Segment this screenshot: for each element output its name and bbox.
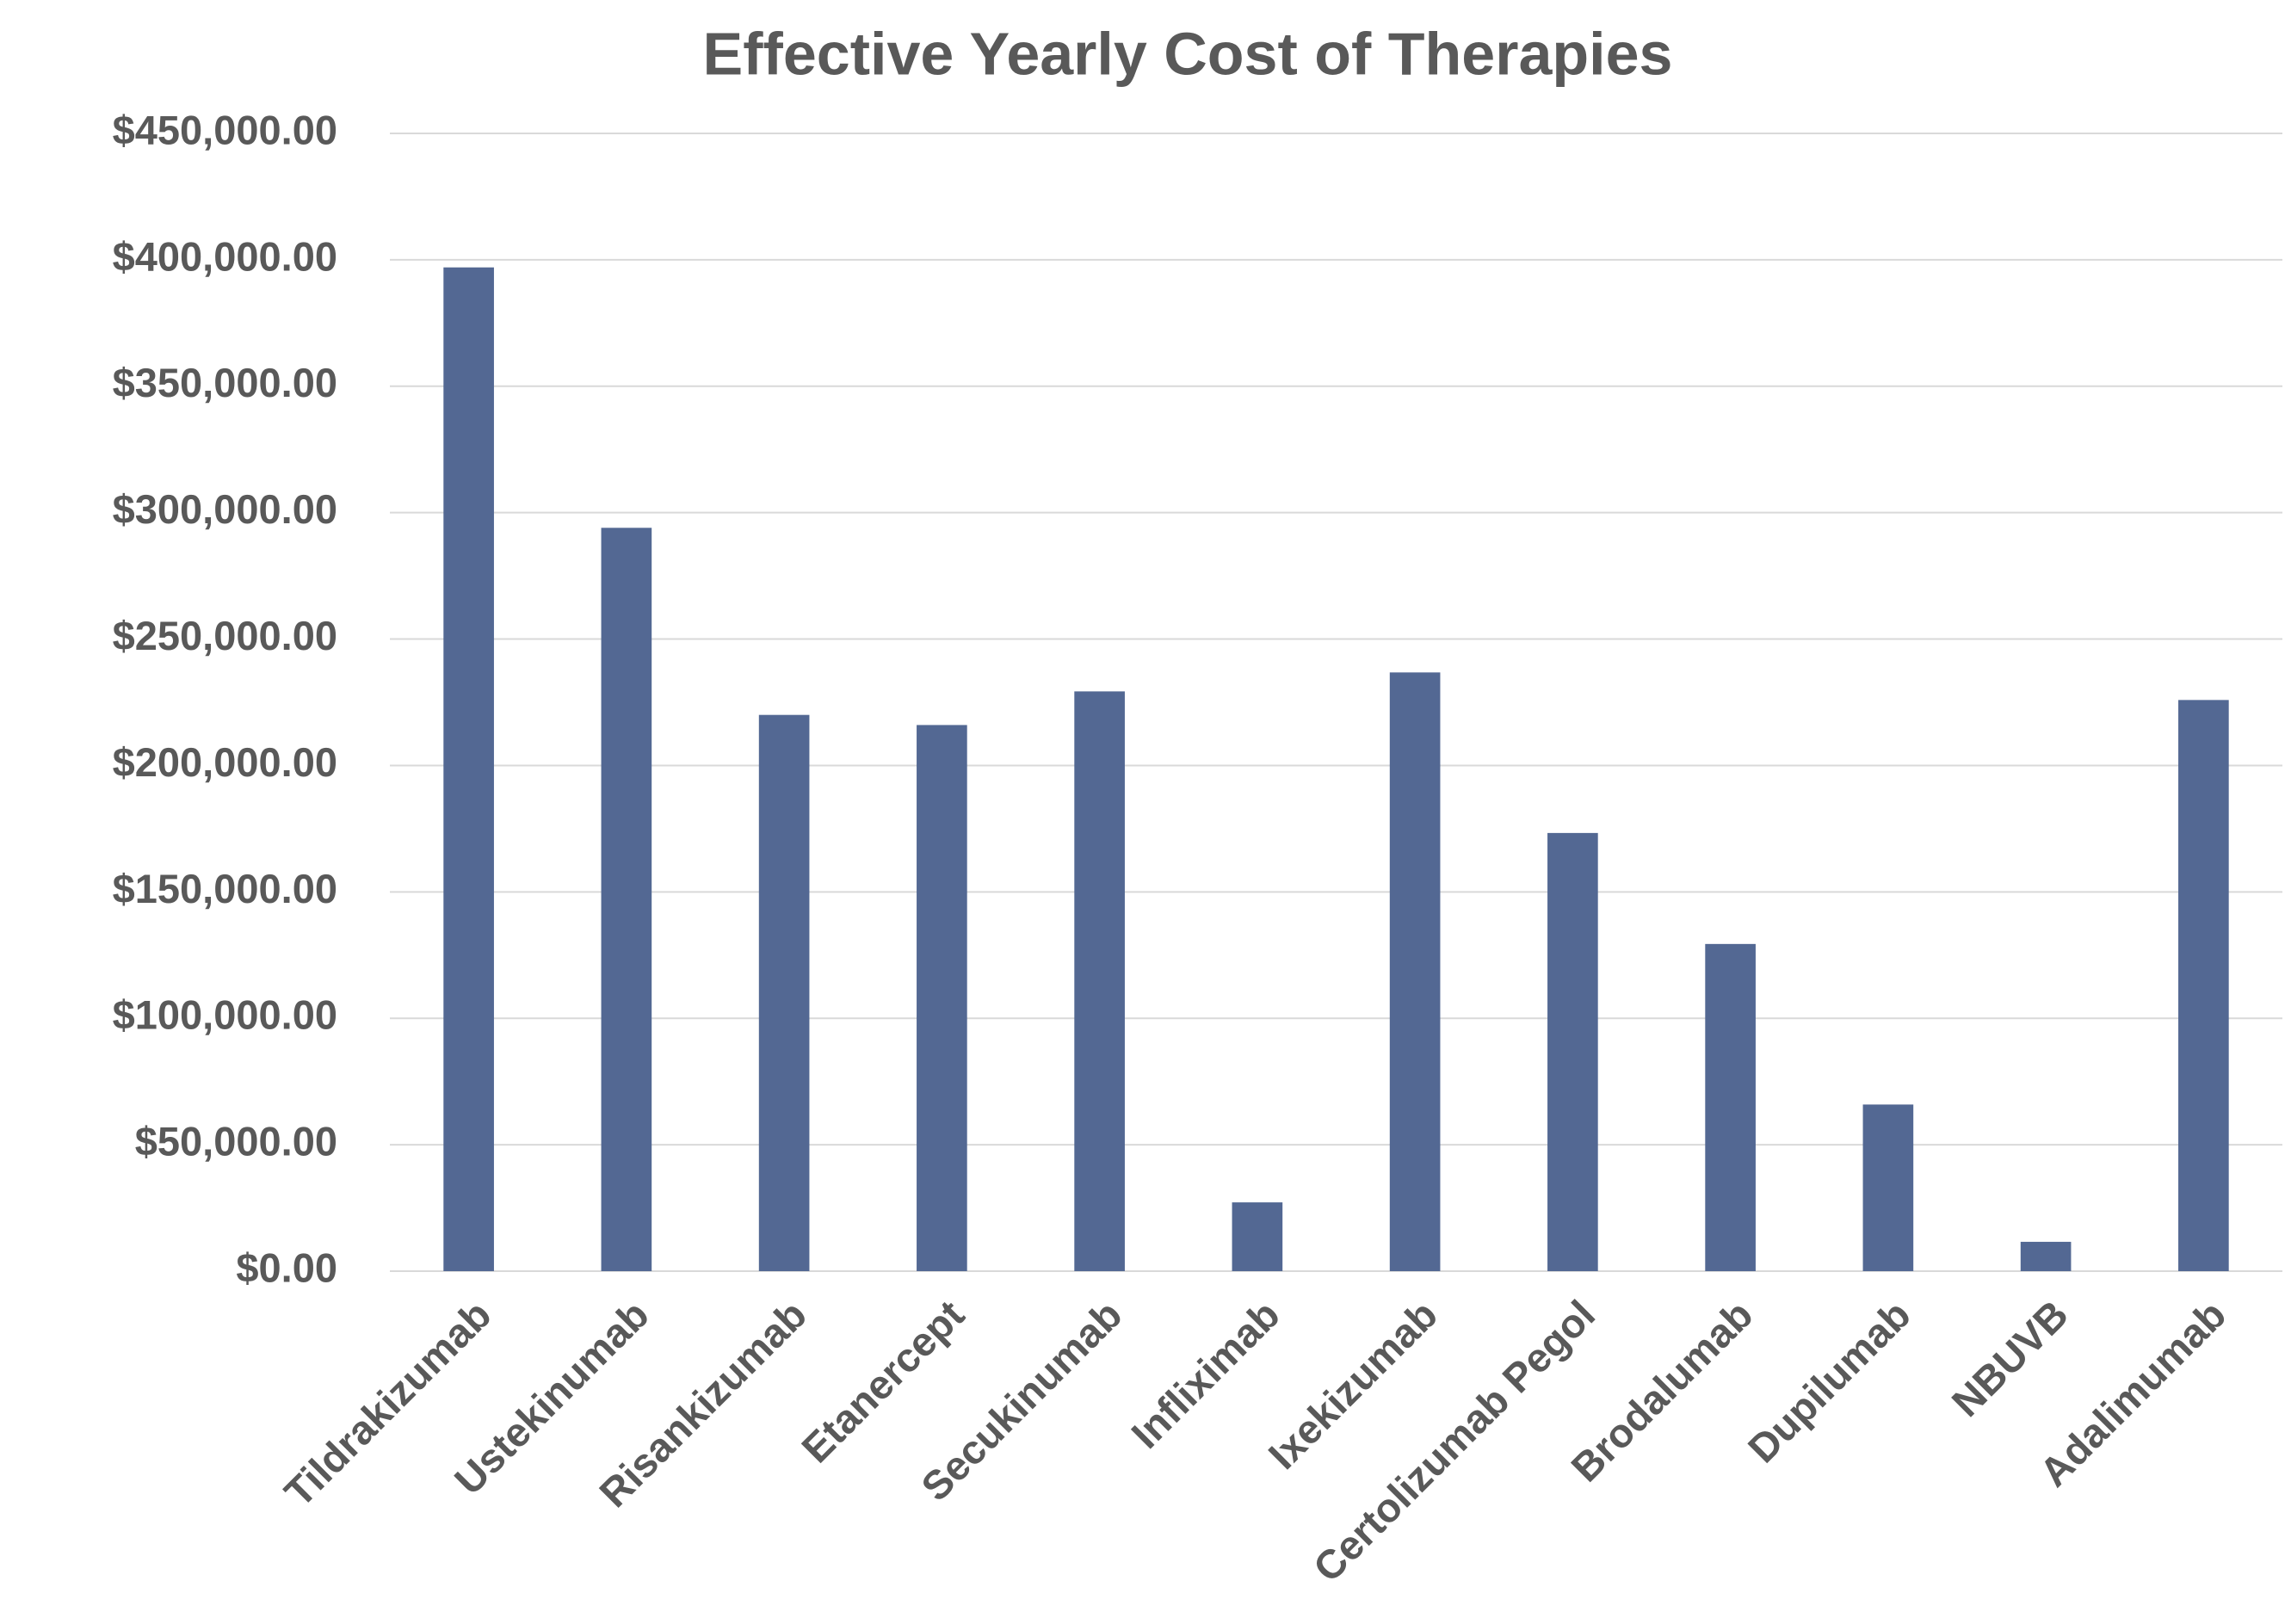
bar [758, 714, 810, 1271]
bar [1862, 1104, 1914, 1271]
chart-title: Effective Yearly Cost of Therapies [703, 20, 1673, 87]
bar [1389, 672, 1441, 1271]
y-tick-label: $400,000.00 [113, 233, 337, 279]
y-tick-label: $200,000.00 [113, 739, 337, 785]
x-tick-label: Certolizumab Pegol [1305, 1291, 1604, 1590]
bar [2020, 1241, 2072, 1271]
bar [1547, 832, 1598, 1271]
y-tick-label: $50,000.00 [135, 1119, 337, 1164]
bar [1074, 691, 1125, 1271]
y-tick-label: $150,000.00 [113, 866, 337, 911]
y-tick-label: $350,000.00 [113, 360, 337, 405]
bar [1705, 943, 1756, 1271]
y-tick-label: $300,000.00 [113, 486, 337, 532]
x-tick-label: Infliximab [1122, 1291, 1288, 1457]
bar [443, 267, 494, 1272]
y-tick-label: $100,000.00 [113, 992, 337, 1038]
bar [601, 528, 652, 1271]
x-tick-label: Dupilumab [1739, 1291, 1919, 1471]
y-tick-label: $0.00 [236, 1244, 337, 1290]
bar [2178, 700, 2229, 1271]
y-tick-label: $250,000.00 [113, 613, 337, 658]
bar [917, 725, 967, 1271]
y-tick-label: $450,000.00 [113, 107, 337, 152]
x-tick-label: NBUVB [1942, 1291, 2077, 1425]
bar [1232, 1202, 1283, 1271]
